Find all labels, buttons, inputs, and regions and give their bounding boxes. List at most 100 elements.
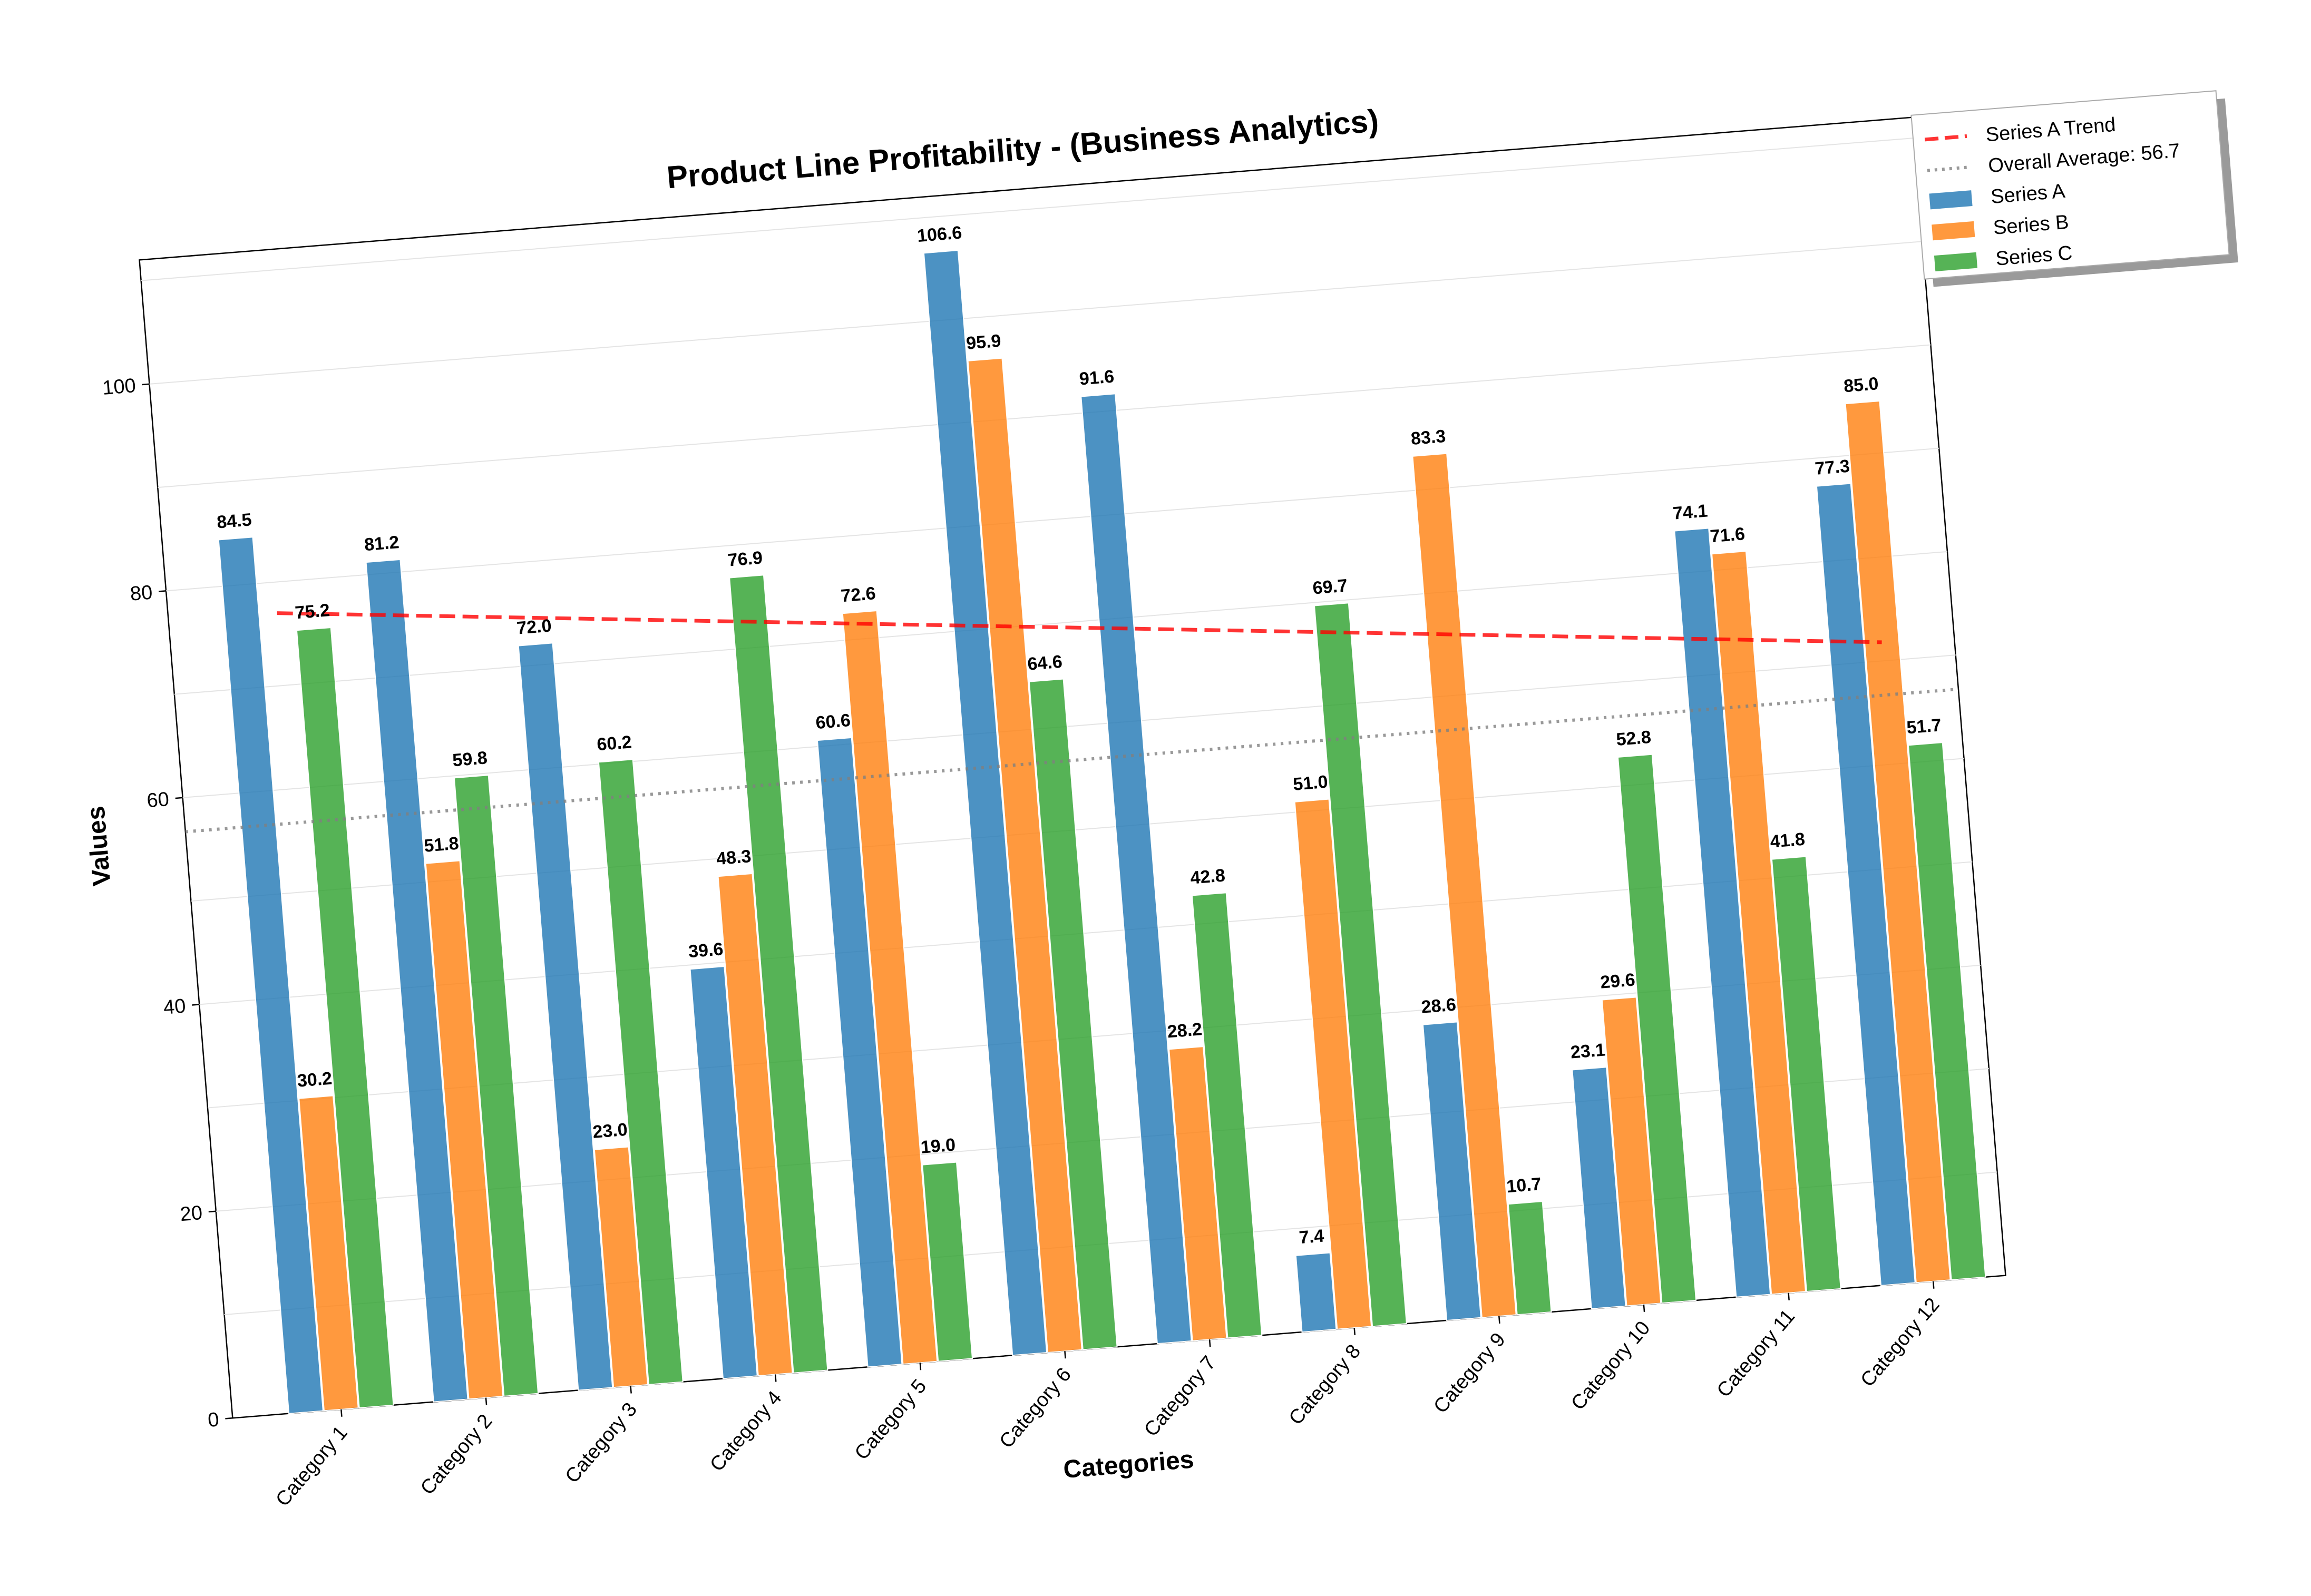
bar [1507, 1200, 1552, 1316]
grid-line [141, 137, 1914, 281]
bar [816, 737, 903, 1368]
grid-line [182, 654, 1956, 798]
x-tick [340, 1409, 343, 1417]
bar [1617, 753, 1697, 1304]
value-label: 29.6 [1600, 970, 1636, 992]
x-tick-label: Category 3 [561, 1398, 641, 1487]
value-label: 41.8 [1769, 829, 1806, 852]
bar [1907, 742, 1986, 1280]
legend-swatch [1929, 190, 1973, 210]
bar [689, 966, 758, 1379]
bar [1816, 483, 1916, 1286]
x-tick-label: Category 5 [851, 1375, 931, 1464]
value-label: 74.1 [1672, 501, 1709, 523]
x-tick [774, 1374, 777, 1382]
value-label: 106.6 [916, 222, 963, 246]
bar [453, 775, 539, 1397]
value-label: 81.2 [364, 532, 400, 555]
value-label: 83.3 [1410, 426, 1447, 449]
bar [1313, 602, 1407, 1327]
bar [1674, 527, 1771, 1298]
bar [923, 249, 1048, 1356]
value-label: 75.2 [294, 600, 330, 623]
y-tick-label: 0 [207, 1408, 220, 1432]
value-label: 72.0 [516, 615, 552, 638]
bar [598, 759, 684, 1385]
bar [1771, 856, 1841, 1293]
grid-line [165, 447, 1939, 592]
y-tick [208, 1210, 216, 1213]
y-tick-label: 80 [129, 582, 153, 605]
bar [1295, 1252, 1337, 1333]
bar [365, 559, 469, 1403]
x-tick-label: Category 9 [1429, 1329, 1509, 1418]
value-label: 48.3 [716, 846, 752, 869]
bar [296, 626, 394, 1409]
value-label: 28.6 [1420, 995, 1457, 1017]
bar [518, 642, 613, 1391]
plot-area: 84.5 30.2 75.2 81.2 51.8 59.8 72.0 23.0 60.2 39.6… [82, 103, 2006, 1511]
x-tick-label: Category 11 [1713, 1305, 1799, 1402]
bar [1422, 1021, 1481, 1321]
legend-swatch [1934, 252, 1978, 272]
y-tick-label: 20 [179, 1202, 203, 1226]
value-label: 28.2 [1166, 1019, 1203, 1042]
bar [1028, 678, 1118, 1350]
value-label: 60.6 [815, 710, 851, 733]
grid-line [174, 551, 1948, 695]
x-tick [1932, 1281, 1935, 1289]
x-tick [919, 1363, 922, 1370]
value-label: 42.8 [1189, 865, 1226, 888]
y-tick [192, 1004, 200, 1006]
value-label: 39.6 [688, 939, 724, 962]
y-axis-title: Values [82, 805, 116, 887]
grid-line [149, 241, 1923, 385]
data-labels: 84.5 30.2 75.2 81.2 51.8 59.8 72.0 23.0 60.2 39.6… [216, 222, 1942, 1248]
grid-line [158, 344, 1931, 488]
value-label: 95.9 [966, 331, 1002, 354]
x-axis-title: Categories [1062, 1445, 1195, 1484]
value-label: 91.6 [1078, 366, 1115, 389]
value-label: 52.8 [1615, 727, 1652, 750]
bars [218, 249, 1986, 1414]
value-label: 85.0 [1843, 374, 1879, 396]
x-tick-label: Category 10 [1567, 1317, 1654, 1415]
value-label: 76.9 [727, 547, 763, 570]
bar [1191, 892, 1263, 1339]
value-label: 77.3 [1814, 456, 1850, 479]
value-label: 51.8 [423, 834, 460, 856]
value-label: 59.8 [452, 748, 488, 770]
x-tick-label: Category 2 [416, 1410, 496, 1499]
value-label: 60.2 [596, 732, 632, 755]
value-label: 71.6 [1709, 524, 1746, 546]
value-label: 72.6 [840, 583, 876, 606]
x-tick [1353, 1327, 1356, 1336]
trend-line [277, 611, 1882, 644]
value-label: 51.0 [1292, 772, 1329, 795]
value-label: 19.0 [920, 1135, 956, 1158]
legend-swatch [1932, 221, 1975, 241]
bar [1572, 1066, 1626, 1309]
value-label: 64.6 [1027, 652, 1063, 674]
value-label: 23.1 [1570, 1040, 1606, 1062]
plot-frame [139, 116, 2006, 1419]
value-label: 51.7 [1906, 715, 1942, 738]
y-tick-label: 40 [163, 995, 187, 1019]
x-tick-label: Category 12 [1857, 1294, 1944, 1391]
x-tick-label: Category 6 [995, 1364, 1075, 1453]
value-label: 30.2 [296, 1069, 333, 1091]
y-tick-label: 100 [102, 375, 137, 399]
bar [1080, 393, 1192, 1345]
value-label: 69.7 [1312, 575, 1348, 598]
legend-box [1910, 90, 2230, 280]
reference-lines [185, 611, 1959, 834]
bar [922, 1161, 973, 1362]
x-tick-label: Category 8 [1285, 1340, 1365, 1429]
legend-trend-swatch [1924, 134, 1967, 142]
y-tick [142, 383, 150, 386]
value-label: 23.0 [592, 1120, 628, 1142]
x-tick-label: Category 4 [706, 1387, 786, 1476]
